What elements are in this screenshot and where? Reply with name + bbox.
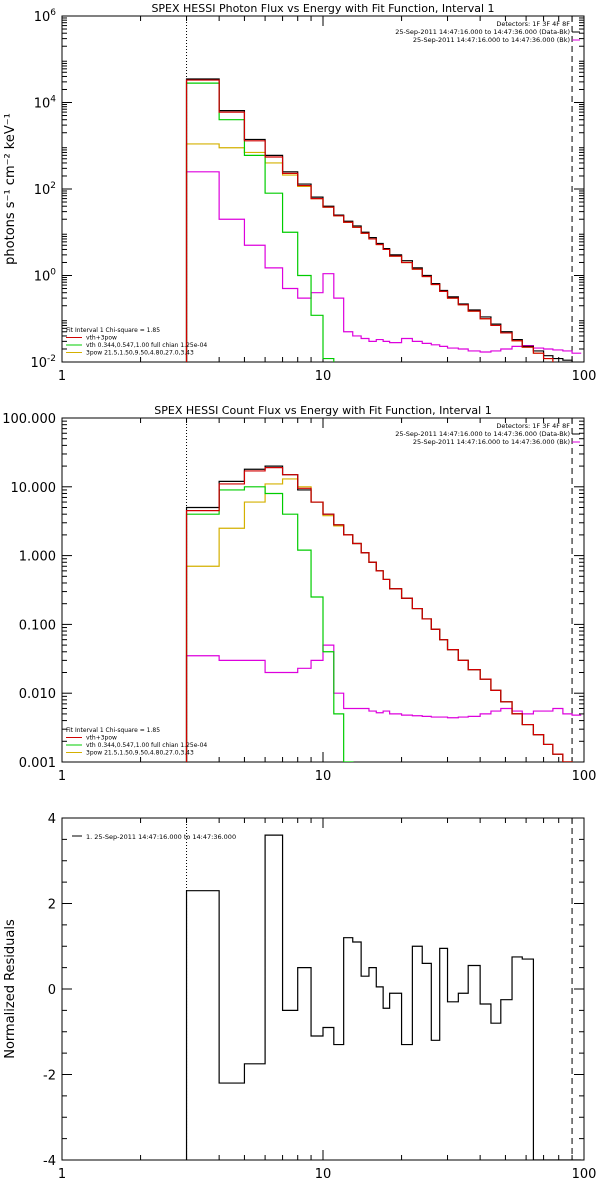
legend-bottom-text: 3pow 21.5,1.50,9.50,4.80,27.0,3.43 (86, 350, 194, 357)
y-tick-label: 4 (48, 812, 56, 827)
x-tick-label: 1 (58, 1167, 66, 1182)
legend-bottom-text: Fit Interval 1 Chi-square = 1.85 (66, 727, 160, 734)
legend-bottom-text: vth+3pow (86, 735, 117, 742)
legend-top-text: 25-Sep-2011 14:47:16.000 to 14:47:36.000… (395, 430, 570, 438)
y-tick-label: 2 (48, 898, 56, 913)
y-tick-label: 0.001 (19, 756, 56, 771)
y-tick-label: 102 (34, 181, 56, 198)
y-tick-label: -2 (43, 1069, 56, 1084)
y-tick-label: 100 (34, 268, 57, 285)
legend-bottom-text: vth 0.344,0.547,1.00 full chian 1.25e-04 (86, 342, 207, 349)
x-tick-label: 1 (58, 769, 66, 784)
y-tick-label-base: 10 (30, 356, 47, 371)
legend-top-text: Detectors: 1F 3F 4F 8F (496, 20, 570, 28)
legend-bottom-text: 3pow 21.5,1.50,9.50,4.80,27.0,3.43 (86, 750, 194, 757)
y-tick-label-exponent: -2 (47, 354, 56, 364)
legend-bottom-text: Fit Interval 1 Chi-square = 1.85 (66, 327, 160, 334)
y-axis-label: Normalized Residuals (3, 919, 18, 1059)
plot-frame (61, 817, 585, 1161)
legend-top-text: Detectors: 1F 3F 4F 8F (496, 422, 570, 430)
y-tick-label-base: 10 (34, 183, 51, 198)
series-line-data-bk (185, 78, 573, 362)
series-line-vth-3pow (185, 467, 573, 762)
legend-top-text: 25-Sep-2011 14:47:16.000 to 14:47:36.000… (413, 438, 570, 446)
series-line-data-bk (185, 465, 573, 762)
series-line-bk (185, 171, 582, 362)
x-tick-label: 100 (572, 769, 597, 784)
legend-top-text: 25-Sep-2011 14:47:16.000 to 14:47:36.000… (413, 36, 570, 44)
y-tick-label: 0 (48, 983, 56, 998)
legend-top-text: 25-Sep-2011 14:47:16.000 to 14:47:36.000… (395, 28, 570, 36)
y-tick-label: 0.100 (19, 618, 56, 633)
chart-title: SPEX HESSI Count Flux vs Energy with Fit… (154, 404, 491, 417)
legend-bottom-text: vth+3pow (86, 335, 117, 342)
x-tick-label: 100 (572, 1167, 597, 1182)
series-line-vth-3pow (185, 79, 554, 362)
x-tick-label: 10 (315, 1167, 332, 1182)
y-tick-label: 100.000 (2, 412, 56, 427)
legend-text: 1. 25-Sep-2011 14:47:16.000 to 14:47:36.… (86, 833, 236, 841)
series-line-3pow (185, 143, 554, 362)
y-tick-label: 1.000 (19, 550, 56, 565)
chart-panel-1: SPEX HESSI Photon Flux vs Energy with Fi… (3, 2, 597, 384)
x-tick-label: 10 (315, 369, 332, 384)
y-tick-label-base: 10 (34, 97, 51, 112)
plot-frame (61, 417, 585, 763)
series-group (185, 78, 582, 362)
y-tick-label: 10-2 (30, 354, 56, 371)
y-tick-label: 0.010 (19, 687, 56, 702)
y-axis-label: photons s⁻¹ cm⁻² keV⁻¹ (3, 113, 18, 265)
x-tick-label: 1 (58, 369, 66, 384)
y-tick-label: 104 (34, 95, 57, 112)
y-tick-label-exponent: 4 (50, 95, 56, 105)
legend-bottom-text: vth 0.344,0.547,1.00 full chian 1.25e-04 (86, 742, 207, 749)
series-line-1-25-sep-2011-14-47-16-000-to-14-47-36-000 (185, 834, 582, 1160)
plot-frame (61, 15, 585, 363)
y-tick-label-exponent: 6 (50, 8, 56, 18)
chart-panel-2: SPEX HESSI Count Flux vs Energy with Fit… (2, 404, 596, 784)
y-tick-label: 10.000 (11, 481, 57, 496)
series-line-vth (185, 82, 335, 362)
y-tick-label: -4 (43, 1154, 56, 1169)
series-group (185, 834, 582, 1160)
y-tick-label-exponent: 2 (50, 181, 56, 191)
y-tick-label-exponent: 0 (50, 268, 56, 278)
x-tick-label: 10 (315, 769, 332, 784)
chart-panel-3: 1 10 100 -4 -2 0 2 4 Normalized Residuals 1. 25-S… (3, 812, 596, 1182)
series-line-3pow (185, 478, 573, 762)
series-line-bk (185, 644, 582, 762)
y-tick-label-base: 10 (34, 10, 51, 25)
x-tick-label: 100 (572, 369, 597, 384)
y-tick-label-base: 10 (34, 270, 51, 285)
y-tick-label: 106 (34, 8, 57, 25)
series-group (185, 465, 582, 762)
chart-title: SPEX HESSI Photon Flux vs Energy with Fi… (151, 2, 494, 15)
series-line-vth (185, 486, 354, 762)
